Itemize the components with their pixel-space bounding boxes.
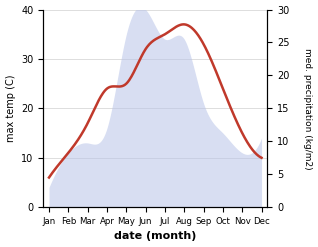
- Y-axis label: med. precipitation (kg/m2): med. precipitation (kg/m2): [303, 48, 313, 169]
- Y-axis label: max temp (C): max temp (C): [5, 75, 16, 142]
- X-axis label: date (month): date (month): [114, 231, 197, 242]
